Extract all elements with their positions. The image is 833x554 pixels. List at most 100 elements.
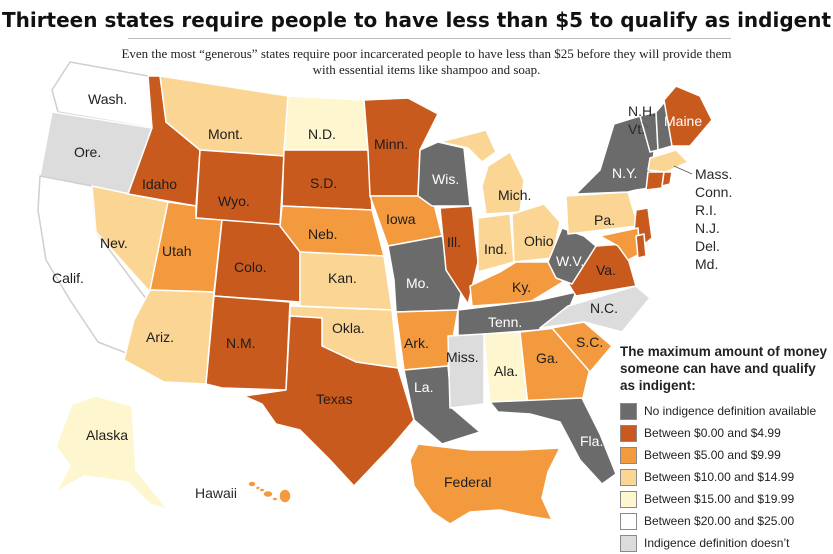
label-ny: N.Y. (612, 165, 637, 181)
legend-swatch (620, 490, 637, 508)
state-ak (55, 395, 169, 511)
state-nc (539, 285, 651, 333)
state-ms (447, 333, 485, 409)
state-hi (247, 480, 292, 504)
label-wa: Wash. (88, 91, 127, 107)
state-tx (243, 315, 415, 487)
label-nd: N.D. (308, 126, 336, 142)
label-az: Ariz. (146, 329, 174, 345)
note-small-states: Mass. Conn. R.I. N.J. Del. Md. (695, 165, 732, 273)
label-wy: Wyo. (218, 193, 250, 209)
state-de (635, 233, 647, 259)
label-hi: Hawaii (195, 485, 237, 501)
label-nm: N.M. (226, 335, 256, 351)
label-tx: Texas (316, 391, 353, 407)
note-nh-vt: N.H. Vt. (628, 102, 656, 138)
legend-label: Between $20.00 and $25.00 (644, 514, 795, 528)
label-il: Ill. (447, 234, 461, 250)
note-de: Del. (695, 238, 720, 254)
label-in: Ind. (484, 241, 507, 257)
label-ne: Neb. (308, 226, 338, 242)
label-id: Idaho (142, 176, 177, 192)
legend-item: No indigence definition available (620, 400, 830, 422)
label-mn: Minn. (374, 136, 408, 152)
label-ak: Alaska (86, 427, 128, 443)
label-mi: Mich. (498, 187, 531, 203)
state-la (403, 365, 481, 445)
note-nh: N.H. (628, 103, 656, 119)
legend-label: No indigence definition available (644, 404, 817, 418)
label-fl: Fla. (580, 433, 603, 449)
label-me: Maine (664, 113, 702, 129)
label-ca: Calif. (52, 270, 84, 286)
label-sc: S.C. (576, 334, 603, 350)
note-md: Md. (695, 256, 719, 272)
legend: The maximum amount of money someone can … (620, 343, 830, 554)
legend-swatch (620, 534, 637, 552)
note-nj: N.J. (695, 220, 720, 236)
label-ia: Iowa (386, 211, 416, 227)
label-oh: Ohio (524, 233, 554, 249)
title-divider (128, 38, 731, 39)
state-il (439, 205, 479, 305)
state-wv (547, 227, 597, 285)
label-wi: Wis. (432, 171, 459, 187)
state-ct (645, 171, 665, 191)
label-ms: Miss. (446, 349, 479, 365)
state-wy (195, 149, 285, 227)
label-mo: Mo. (406, 275, 429, 291)
label-ky: Ky. (512, 279, 531, 295)
legend-swatch (620, 512, 637, 530)
map-title: Thirteen states require people to have l… (1, 8, 832, 32)
label-la: La. (414, 379, 433, 395)
legend-item: Between $10.00 and $14.99 (620, 466, 830, 488)
map-subtitle: Even the most “generous” states require … (121, 46, 732, 77)
legend-item: Indigence definition doesn’t (620, 532, 830, 554)
legend-label: Indigence definition doesn’t (644, 536, 790, 550)
label-pa: Pa. (594, 212, 615, 228)
label-ga: Ga. (536, 350, 559, 366)
label-tn: Tenn. (488, 314, 522, 330)
note-ri: R.I. (695, 202, 717, 218)
label-sd: S.D. (310, 175, 337, 191)
legend-item: Between $5.00 and $9.99 (620, 444, 830, 466)
label-ar: Ark. (404, 335, 429, 351)
legend-swatch (620, 446, 637, 464)
legend-swatch (620, 424, 637, 442)
state-oh (511, 203, 561, 263)
legend-label: Between $0.00 and $4.99 (644, 426, 781, 440)
label-federal: Federal (444, 474, 491, 490)
label-nc: N.C. (590, 300, 618, 316)
state-md (599, 227, 641, 261)
legend-title: The maximum amount of money someone can … (620, 344, 828, 393)
legend-item: Between $20.00 and $25.00 (620, 510, 830, 532)
legend-label: Between $15.00 and $19.99 (644, 492, 795, 506)
state-ri (661, 171, 673, 187)
label-or: Ore. (74, 144, 101, 160)
legend-item: Between $0.00 and $4.99 (620, 422, 830, 444)
leader-lines (641, 121, 693, 175)
legend-swatch (620, 402, 637, 420)
label-nv: Nev. (100, 235, 128, 251)
label-ks: Kan. (328, 270, 357, 286)
label-ut: Utah (162, 243, 192, 259)
legend-label: Between $5.00 and $9.99 (644, 448, 781, 462)
note-ma: Mass. (695, 166, 733, 182)
label-ok: Okla. (332, 320, 365, 336)
federal-shape (409, 443, 561, 525)
note-vt: Vt. (628, 121, 646, 137)
state-ny (575, 115, 655, 195)
label-co: Colo. (234, 259, 267, 275)
state-fl (489, 397, 617, 485)
state-nm (205, 295, 291, 391)
legend-item: Between $15.00 and $19.99 (620, 488, 830, 510)
state-me (663, 85, 713, 147)
legend-swatch (620, 468, 637, 486)
label-mt: Mont. (208, 126, 243, 142)
note-ct: Conn. (695, 184, 733, 200)
label-va: Va. (596, 262, 616, 278)
legend-label: Between $10.00 and $14.99 (644, 470, 795, 484)
label-wv: W.V. (556, 253, 584, 269)
label-al: Ala. (494, 363, 518, 379)
